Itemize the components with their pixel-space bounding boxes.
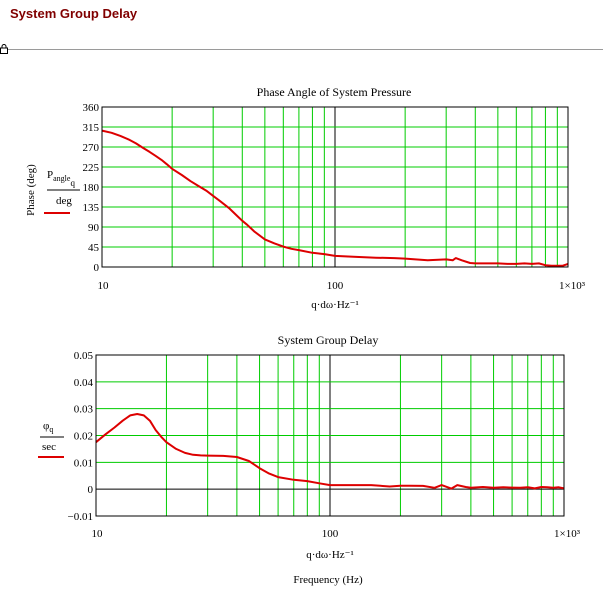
svg-text:φq: φq: [43, 420, 53, 434]
delay-y-tick-label: 0: [88, 484, 94, 496]
region-divider: [6, 49, 603, 50]
phase-y-tick-label: 45: [88, 242, 100, 254]
delay-x-tick-1000: 1×10³: [554, 528, 581, 540]
phase-y-tick-label: 90: [88, 222, 100, 234]
delay-y-tick-label: 0.03: [74, 404, 94, 416]
phase-y-axis-label: Phase (deg): [25, 164, 37, 216]
phase-chart-frame: [101, 106, 569, 268]
phase-chart-series: [101, 129, 569, 267]
delay-legend: φq sec: [38, 420, 64, 458]
delay-x-tick-10: 10: [92, 528, 104, 540]
phase-x-tick-10: 10: [98, 280, 110, 292]
group-delay-chart-title: System Group Delay: [278, 333, 379, 347]
lock-icon[interactable]: [0, 44, 8, 54]
phase-chart-title: Phase Angle of System Pressure: [257, 85, 412, 99]
delay-y-tick-label: 0.02: [74, 431, 93, 443]
group-delay-chart: System Group Delay −0.01 0 0.01 0.02 0.03 0.0…: [38, 333, 581, 586]
delay-legend-numerator: φ: [43, 420, 49, 432]
phase-legend-numerator: P: [47, 169, 53, 181]
phase-legend-denominator: deg: [56, 195, 72, 207]
phase-chart-y-ticks: 0 45 90 135 180 225 270 315 360: [83, 102, 100, 274]
phase-legend: Pangleq deg: [44, 169, 80, 214]
phase-legend-sub: angle: [53, 174, 71, 183]
phase-y-tick-label: 360: [83, 102, 100, 114]
delay-y-tick-label: −0.01: [68, 511, 93, 523]
phase-x-axis-label: q·dω·Hz⁻¹: [311, 299, 359, 311]
phase-y-tick-label: 315: [83, 122, 100, 134]
group-delay-chart-series: [95, 413, 565, 490]
group-delay-chart-frame: [95, 354, 565, 517]
page-title: System Group Delay: [10, 6, 138, 21]
delay-x-tick-100: 100: [322, 528, 339, 540]
phase-y-tick-label: 225: [83, 162, 100, 174]
delay-x-axis-label: q·dω·Hz⁻¹: [306, 549, 354, 561]
phase-x-tick-100: 100: [327, 280, 344, 292]
phase-x-tick-1000: 1×10³: [559, 280, 586, 292]
phase-chart: Phase Angle of System Pressure 0 45 90 135 1…: [25, 85, 586, 311]
phase-y-tick-label: 135: [83, 202, 100, 214]
delay-legend-sub: q: [49, 425, 53, 434]
svg-text:Pangleq: Pangleq: [47, 169, 75, 188]
delay-y-tick-label: 0.05: [74, 350, 94, 362]
phase-series-line: [101, 129, 569, 267]
phase-y-tick-label: 270: [83, 142, 100, 154]
delay-y-tick-label: 0.01: [74, 457, 93, 469]
delay-x-axis-label-2: Frequency (Hz): [293, 574, 363, 586]
group-delay-chart-y-ticks: −0.01 0 0.01 0.02 0.03 0.04 0.05: [68, 350, 94, 523]
phase-chart-grid: [102, 107, 568, 267]
delay-legend-denominator: sec: [42, 441, 56, 453]
phase-legend-sub2: q: [70, 178, 75, 188]
group-delay-chart-grid: [96, 355, 564, 516]
phase-y-tick-label: 0: [94, 262, 100, 274]
phase-y-tick-label: 180: [83, 182, 100, 194]
delay-series-line: [95, 413, 565, 490]
delay-y-tick-label: 0.04: [74, 377, 94, 389]
